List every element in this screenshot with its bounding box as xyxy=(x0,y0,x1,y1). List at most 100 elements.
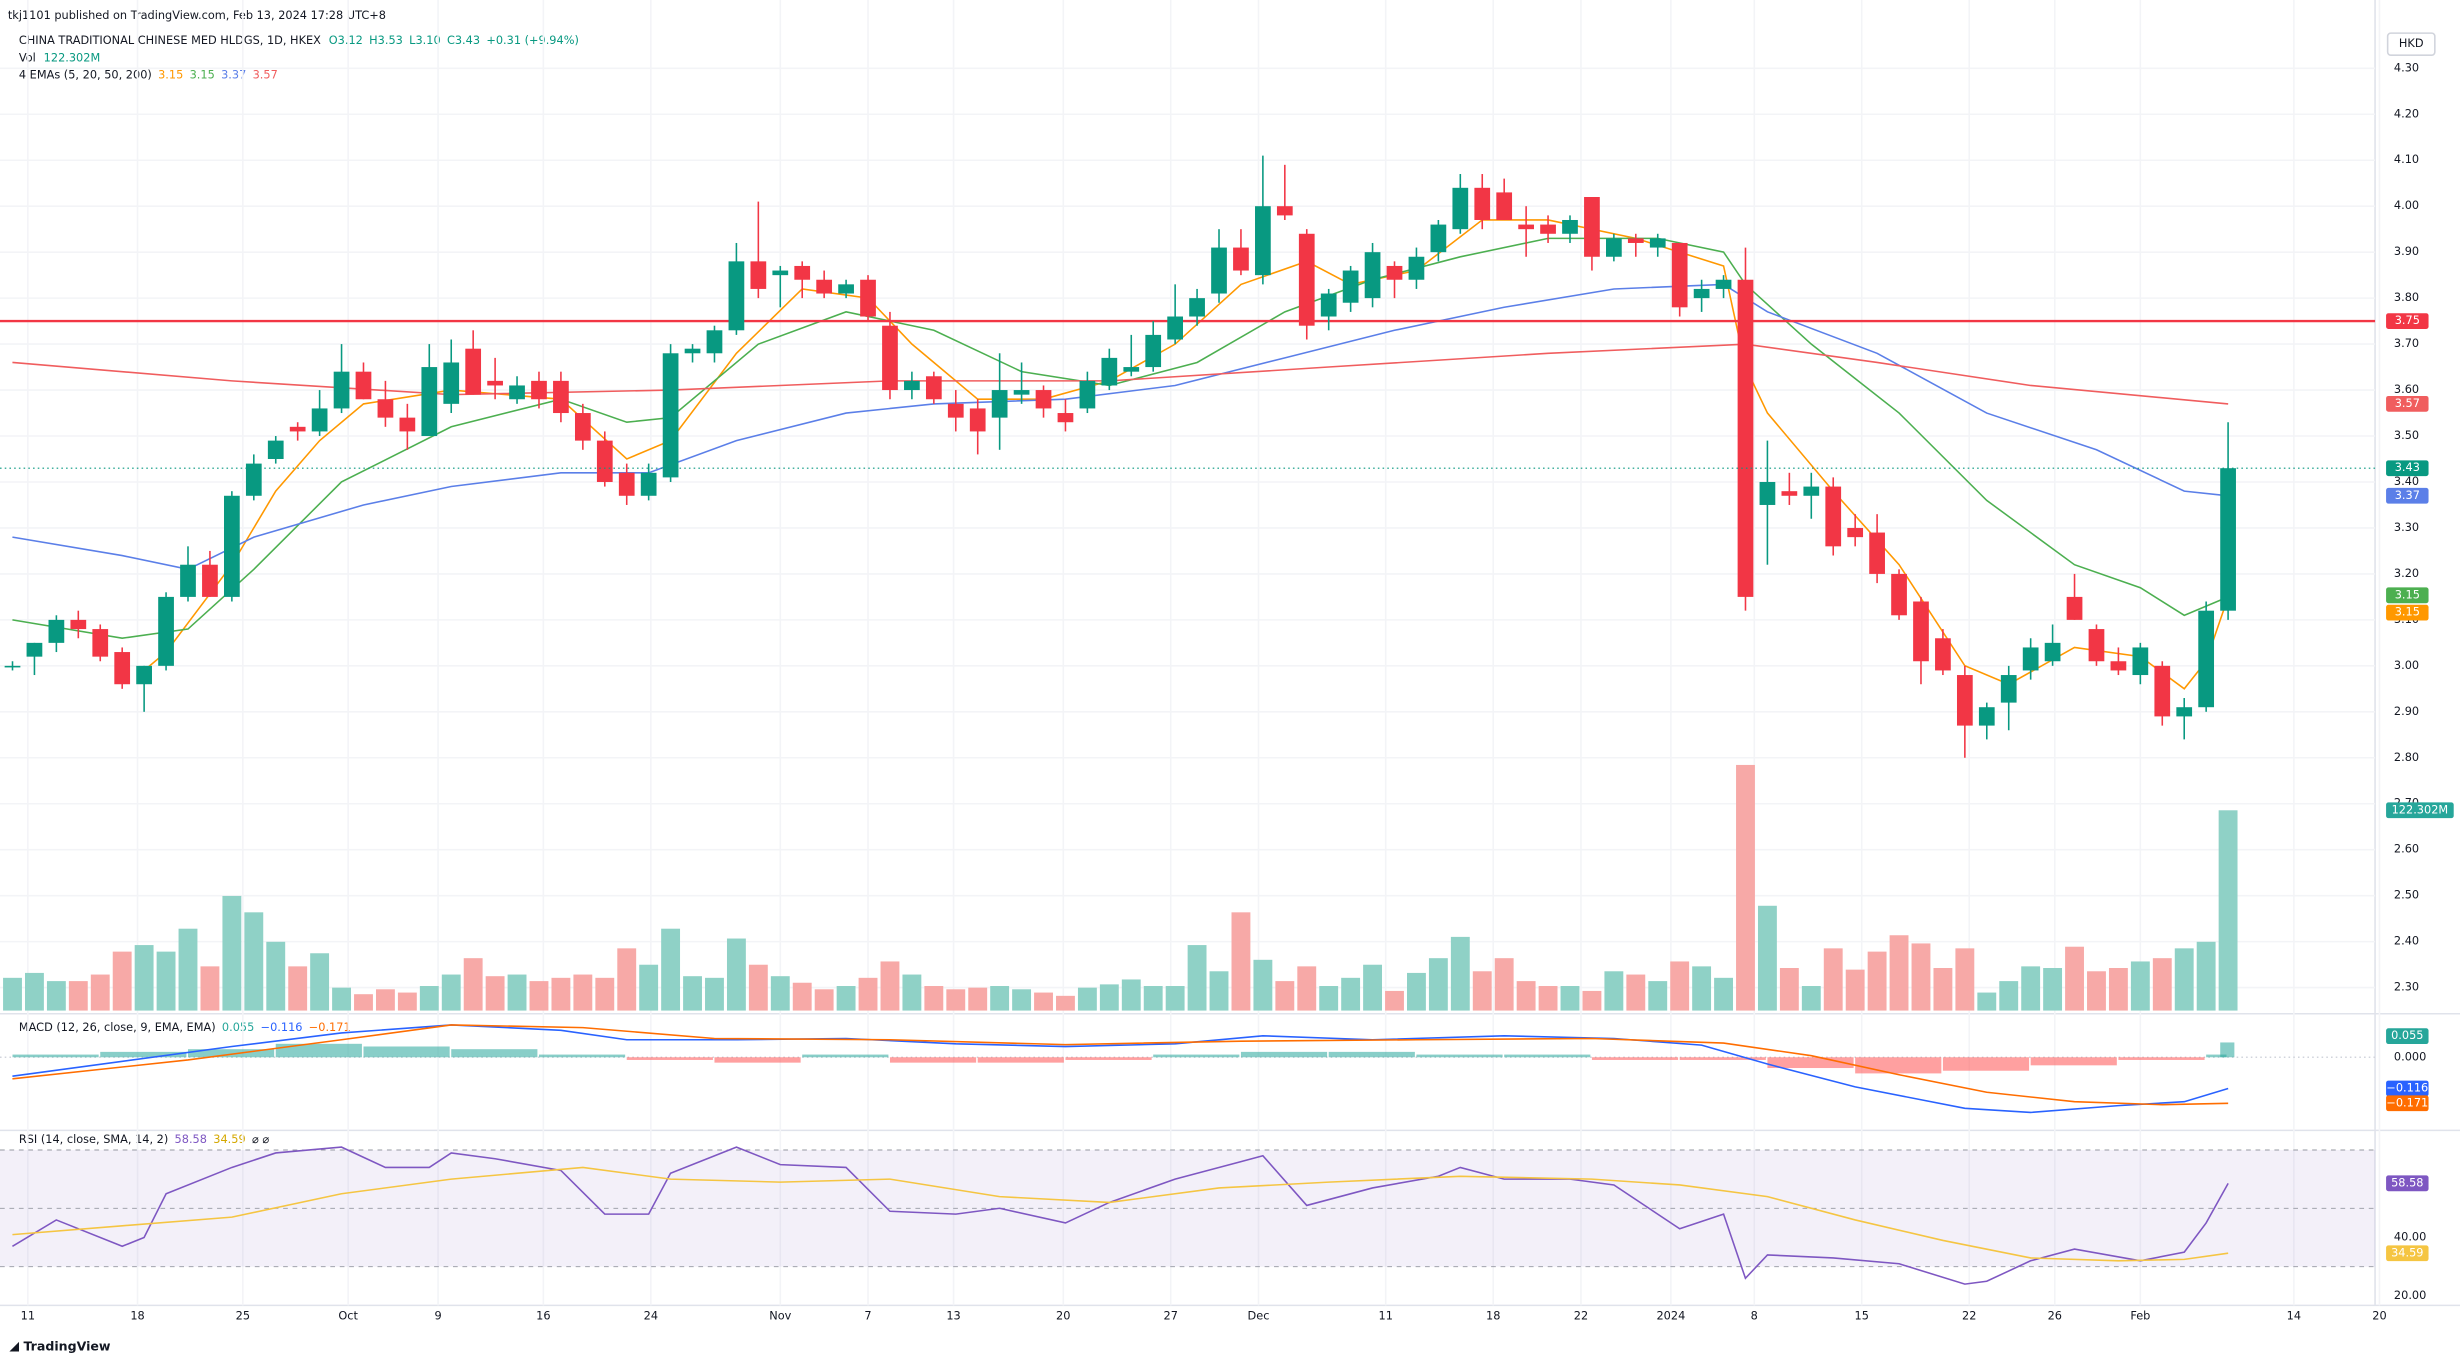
x-tick-label: 27 xyxy=(1164,1308,1178,1322)
currency[interactable]: HKD xyxy=(2399,36,2424,50)
volume-bar xyxy=(858,977,878,1011)
ema-legend: 4 EMAs (5, 20, 50, 200) 3.15 3.15 3.37 3.57 xyxy=(19,68,278,82)
volume-bar xyxy=(529,981,549,1011)
volume-bar xyxy=(244,912,264,1011)
volume-bar xyxy=(1582,990,1602,1011)
candle-body xyxy=(1364,252,1381,299)
volume-bar xyxy=(1692,966,1712,1011)
volume-bar xyxy=(1077,987,1097,1011)
price-tag-box xyxy=(2386,1080,2429,1097)
macd-hist-value: 0.055 xyxy=(222,1020,254,1034)
candle-body xyxy=(2132,647,2149,676)
candle-body xyxy=(311,408,328,432)
volume-bar xyxy=(2196,941,2216,1011)
volume-bar xyxy=(1034,992,1053,1011)
candle-body xyxy=(1233,247,1249,271)
volume-bar xyxy=(1516,981,1536,1011)
candle-body xyxy=(596,440,613,482)
ema-legend-value: 3.15 xyxy=(158,68,183,82)
y-tick-label: 2.90 xyxy=(2394,704,2419,718)
volume-bar xyxy=(2152,958,2172,1011)
volume-bar xyxy=(222,895,242,1011)
y-tick-label: 4.10 xyxy=(2394,152,2419,166)
macd-histogram-bar xyxy=(1855,1057,1942,1074)
macd-histogram-bar xyxy=(1328,1051,1415,1058)
volume-bar xyxy=(1165,986,1185,1011)
volume-bar xyxy=(1626,974,1646,1011)
candle-body xyxy=(1649,238,1666,248)
price-tag-box xyxy=(2386,587,2429,604)
volume-bar xyxy=(2130,961,2150,1011)
candle-body xyxy=(1474,187,1491,220)
y-tick-label: 4.20 xyxy=(2394,106,2419,120)
candle-body xyxy=(750,261,767,289)
x-tick-label: 24 xyxy=(644,1308,658,1322)
volume-bar xyxy=(1385,990,1404,1011)
x-tick-label: 7 xyxy=(864,1308,871,1322)
volume-bar xyxy=(1363,964,1383,1011)
macd-histogram-bar xyxy=(977,1057,1064,1063)
volume-bar xyxy=(441,974,461,1011)
ohlc-high: H3.53 xyxy=(369,33,403,47)
y-tick-label: 4.30 xyxy=(2394,60,2419,74)
candle-body xyxy=(2088,629,2105,662)
candle-body xyxy=(1145,334,1162,368)
x-tick-label: 15 xyxy=(1855,1308,1869,1322)
macd-value: −0.116 xyxy=(261,1020,303,1034)
y-tick-label: 3.90 xyxy=(2394,244,2419,258)
candle-body xyxy=(1540,224,1556,234)
volume-bar xyxy=(507,974,527,1011)
price-tag-label: 3.15 xyxy=(2395,587,2420,601)
y-tick-label: 2.40 xyxy=(2394,934,2419,948)
rsi-extra: ⌀ ⌀ xyxy=(252,1132,269,1146)
candle-body xyxy=(2154,665,2171,717)
price-tag: 0.055 xyxy=(2386,1028,2429,1045)
candle-body xyxy=(1715,279,1732,289)
macd-histogram-bar xyxy=(538,1054,626,1058)
ema-legend-value: 3.57 xyxy=(253,68,278,82)
macd-histogram-bar xyxy=(1767,1057,1854,1069)
volume-bar xyxy=(748,964,768,1011)
price-tag-label: 3.37 xyxy=(2395,488,2420,502)
volume-tag: 122.302M xyxy=(2386,802,2454,819)
candle-body xyxy=(487,380,503,386)
candle-body xyxy=(904,380,920,391)
volume-bar xyxy=(639,964,659,1011)
candle-body xyxy=(1825,486,1842,547)
price-tag: −0.171 xyxy=(2386,1095,2429,1112)
volume-bar xyxy=(617,948,637,1011)
candle-body xyxy=(1452,187,1469,230)
line-series xyxy=(12,1024,2229,1114)
volume-bar xyxy=(463,958,483,1011)
x-tick-label: 18 xyxy=(1486,1308,1500,1322)
candle-body xyxy=(1693,288,1710,299)
candle-body xyxy=(574,413,591,441)
volume-bar xyxy=(200,966,220,1011)
candle-body xyxy=(267,440,284,460)
x-tick-label: 14 xyxy=(2287,1308,2301,1322)
price-tag-box xyxy=(2386,1245,2429,1262)
x-tick-label: 11 xyxy=(1379,1308,1393,1322)
line-series xyxy=(12,1166,2229,1262)
volume-bar xyxy=(1757,905,1777,1011)
candle-body xyxy=(2198,610,2215,708)
macd-histogram-bar xyxy=(1240,1051,1328,1058)
candle-body xyxy=(684,348,701,354)
ohlc-change: +0.31 (+9.94%) xyxy=(486,33,579,47)
candle-body xyxy=(531,380,547,400)
candle-body xyxy=(114,652,131,685)
candle-body xyxy=(180,564,196,597)
macd-histogram-bar xyxy=(187,1049,275,1058)
volume-bar xyxy=(924,986,944,1011)
candle-body xyxy=(333,371,350,409)
volume-bar xyxy=(1867,951,1887,1011)
candle-body xyxy=(158,596,174,666)
currency-box[interactable] xyxy=(2386,32,2436,56)
volume-bar xyxy=(946,989,966,1011)
volume-bar xyxy=(2043,968,2063,1011)
ohlc-low: L3.10 xyxy=(409,33,441,47)
volume-bar xyxy=(1977,992,1997,1011)
price-tag-label: 58.58 xyxy=(2391,1175,2423,1189)
price-tag: 58.58 xyxy=(2386,1175,2429,1192)
